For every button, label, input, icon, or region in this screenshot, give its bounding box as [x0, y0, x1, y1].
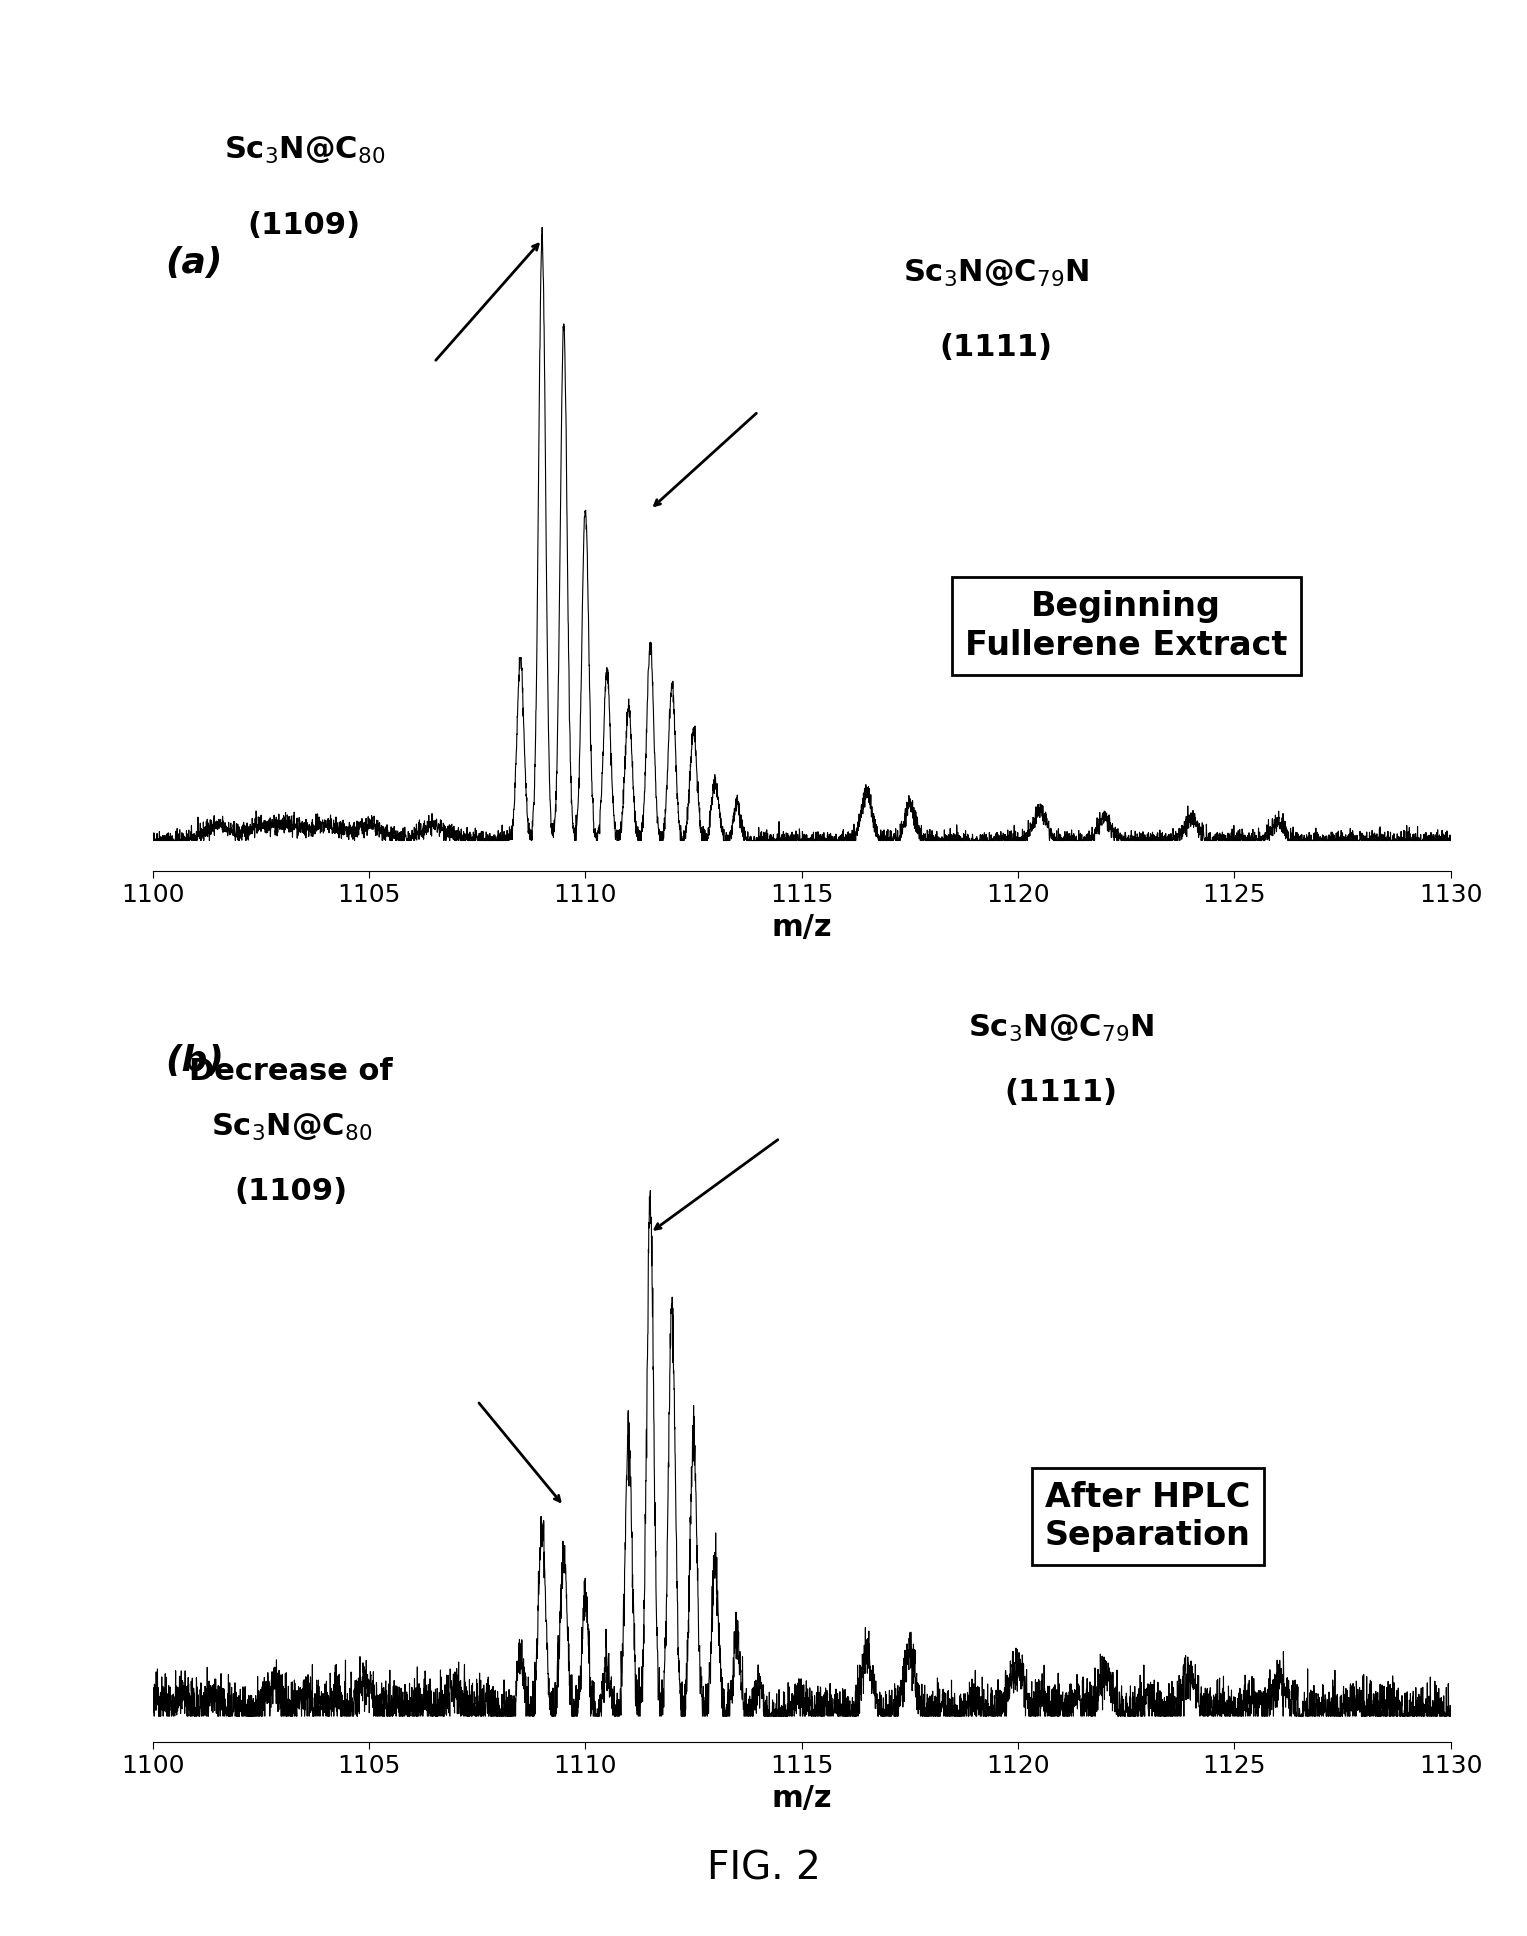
Text: Beginning
Fullerene Extract: Beginning Fullerene Extract: [965, 590, 1287, 662]
Text: (1109): (1109): [235, 1177, 348, 1206]
Text: Sc$_3$N@C$_{80}$: Sc$_3$N@C$_{80}$: [223, 136, 385, 166]
Text: Decrease of: Decrease of: [189, 1057, 392, 1086]
Text: (1111): (1111): [1005, 1078, 1118, 1107]
Text: FIG. 2: FIG. 2: [707, 1849, 820, 1888]
Text: (a): (a): [166, 246, 223, 281]
Text: (b): (b): [166, 1044, 224, 1078]
Text: After HPLC
Separation: After HPLC Separation: [1044, 1481, 1251, 1553]
X-axis label: m/z: m/z: [771, 912, 832, 941]
Text: Sc$_3$N@C$_{79}$N: Sc$_3$N@C$_{79}$N: [968, 1013, 1154, 1044]
Text: (1109): (1109): [247, 211, 360, 240]
X-axis label: m/z: m/z: [771, 1783, 832, 1812]
Text: Sc$_3$N@C$_{80}$: Sc$_3$N@C$_{80}$: [211, 1113, 371, 1144]
Text: (1111): (1111): [939, 333, 1054, 362]
Text: Sc$_3$N@C$_{79}$N: Sc$_3$N@C$_{79}$N: [904, 257, 1089, 288]
